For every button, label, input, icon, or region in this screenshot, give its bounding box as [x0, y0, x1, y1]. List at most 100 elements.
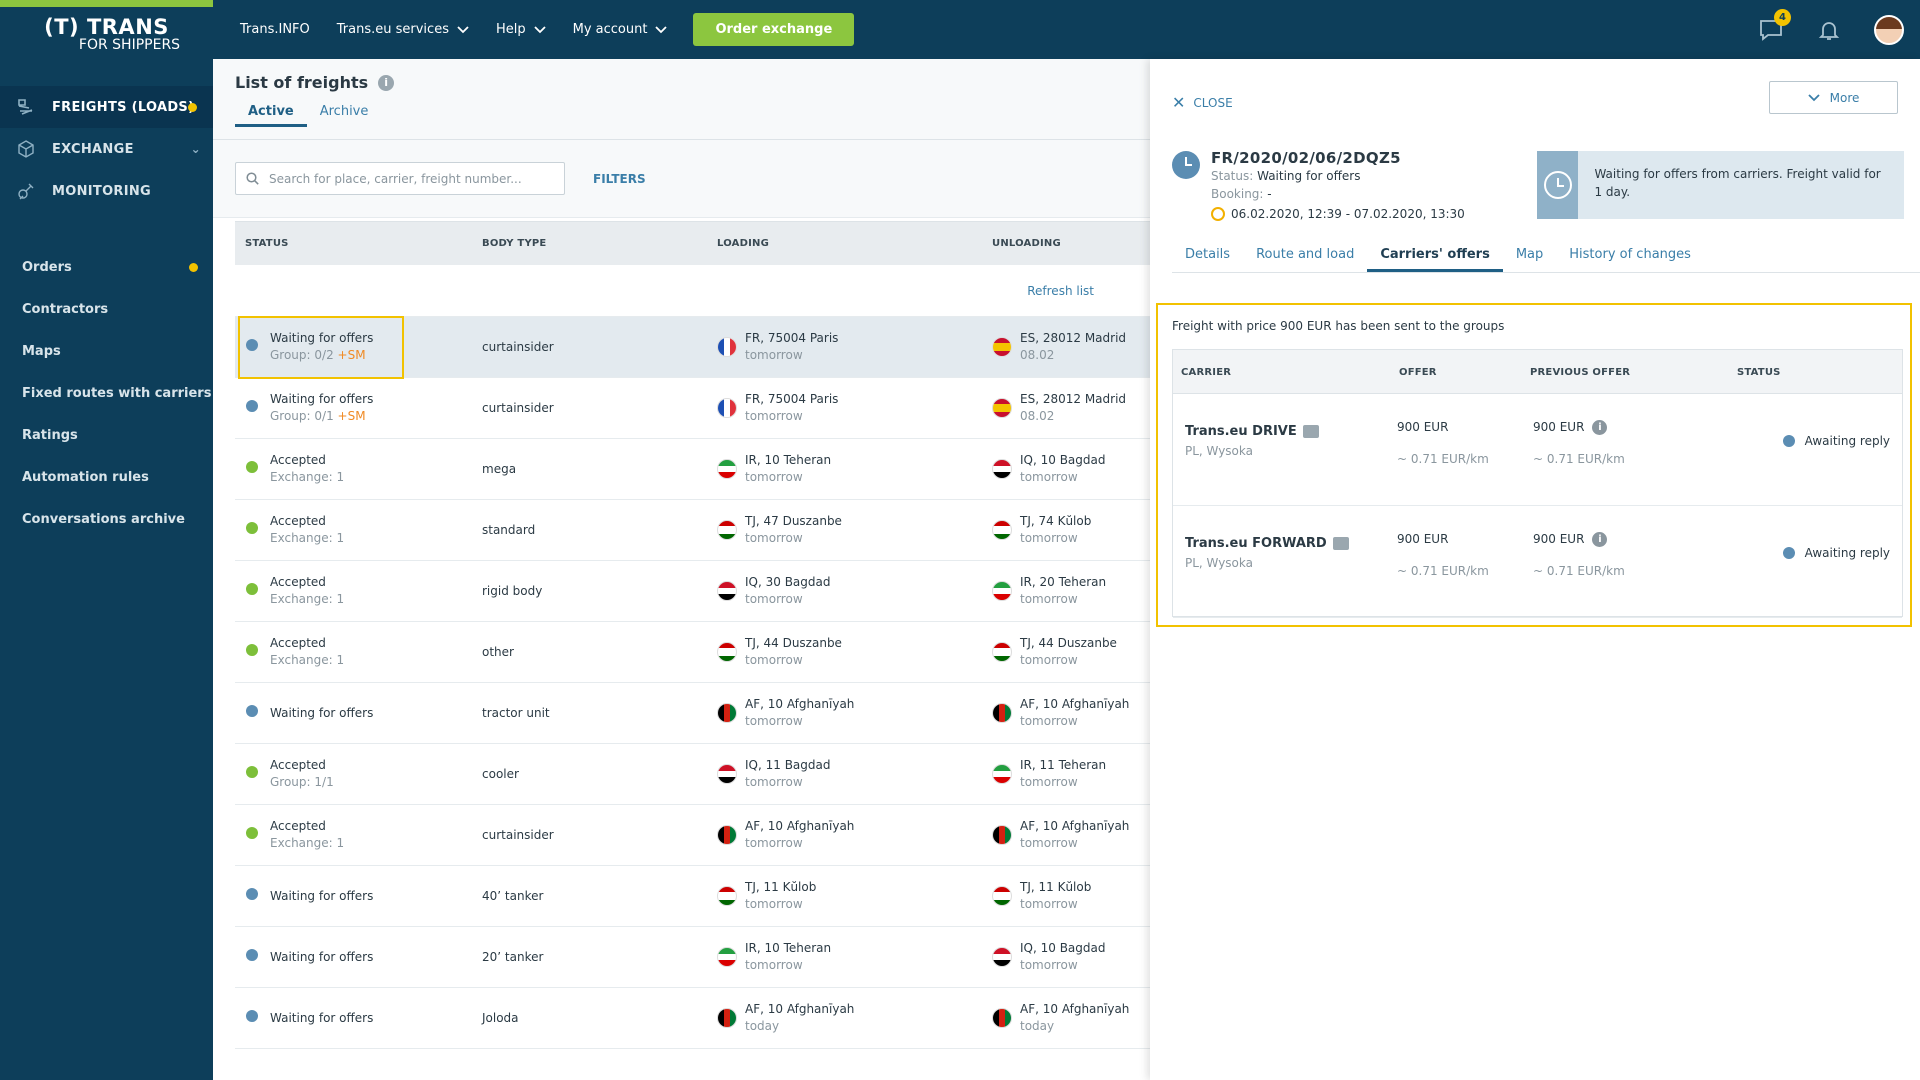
loading-date: tomorrow	[745, 653, 803, 667]
table-row[interactable]: Waiting for offers 20’ tanker IR, 10 Teh…	[235, 927, 1150, 988]
column-header-status[interactable]: STATUS	[245, 238, 289, 249]
tab-map[interactable]: Map	[1515, 247, 1544, 262]
status-sub: Exchange: 1	[270, 469, 344, 486]
clock-icon	[246, 339, 258, 351]
offer-price: 900 EUR	[1397, 532, 1449, 546]
table-row[interactable]: Accepted Exchange: 1 curtainsider AF, 10…	[235, 805, 1150, 866]
search-input[interactable]: Search for place, carrier, freight numbe…	[235, 162, 565, 195]
tab-history-of-changes[interactable]: History of changes	[1569, 247, 1691, 262]
column-header-carrier: CARRIER	[1181, 367, 1232, 378]
close-button[interactable]: ✕ CLOSE	[1172, 93, 1233, 112]
body-type-cell: curtainsider	[482, 401, 554, 415]
status-text: Waiting for offers	[270, 696, 373, 722]
refresh-list-link[interactable]: Refresh list	[1027, 283, 1094, 298]
offers-info-box: Waiting for offers from carriers. Freigh…	[1537, 151, 1904, 219]
info-icon[interactable]: i	[378, 74, 395, 91]
sidebar-item-orders[interactable]: Orders	[0, 246, 213, 288]
check-icon	[246, 644, 258, 656]
table-row[interactable]: Accepted Group: 1/1 cooler IQ, 11 Bagdad…	[235, 744, 1150, 805]
column-header-loading[interactable]: LOADING	[717, 238, 769, 249]
unloading-date: today	[1020, 1019, 1055, 1033]
filters-button[interactable]: FILTERS	[593, 171, 646, 186]
flag-ir-icon	[717, 459, 737, 479]
offer-status: Awaiting reply	[1782, 434, 1890, 448]
loading-place: FR, 75004 Paris	[745, 392, 839, 406]
table-row[interactable]: Waiting for offers tractor unit AF, 10 A…	[235, 683, 1150, 744]
table-row[interactable]: Waiting for offers Group: 0/1 +SM curtai…	[235, 378, 1150, 439]
sidebar-item-automation-rules[interactable]: Automation rules	[0, 456, 213, 498]
sm-tag[interactable]: +SM	[337, 348, 366, 362]
status-label: Waiting for offers	[270, 889, 374, 903]
top-bar: Trans.INFO Trans.eu services Help My acc…	[213, 0, 1920, 59]
column-header-unloading[interactable]: UNLOADING	[992, 238, 1061, 249]
loading-text: TJ, 44 Duszanbe tomorrow	[745, 635, 842, 669]
app-logo[interactable]: (T) TRANS FOR SHIPPERS	[0, 7, 213, 59]
offer-row[interactable]: Trans.eu FORWARD PL, Wysoka 900 EUR ~ 0.…	[1173, 506, 1902, 618]
body-type-cell: standard	[482, 523, 536, 537]
sidebar-item-exchange[interactable]: EXCHANGE ⌄	[0, 128, 213, 170]
tab-active[interactable]: Active	[235, 104, 307, 127]
avatar[interactable]	[1874, 14, 1904, 45]
flag-ir-icon	[992, 764, 1012, 784]
table-row[interactable]: Accepted Exchange: 1 other TJ, 44 Duszan…	[235, 622, 1150, 683]
info-icon[interactable]: i	[1592, 420, 1608, 435]
unloading-text: AF, 10 Afghanīyah today	[1020, 1001, 1129, 1035]
table-row[interactable]: Accepted Exchange: 1 rigid body IQ, 30 B…	[235, 561, 1150, 622]
notifications-button[interactable]	[1816, 17, 1842, 43]
nav-my-account[interactable]: My account	[573, 22, 668, 37]
refresh-row: Refresh list	[235, 265, 1150, 317]
carriers-offers-section: Freight with price 900 EUR has been sent…	[1156, 303, 1912, 627]
flag-af-icon	[717, 703, 737, 723]
body-type-cell: mega	[482, 462, 517, 476]
loading-cell: TJ, 47 Duszanbe tomorrow	[717, 513, 842, 547]
table-row[interactable]: Waiting for offers Group: 0/2 +SM curtai…	[235, 317, 1150, 378]
tab-carriers-offers[interactable]: Carriers' offers	[1367, 247, 1503, 272]
check-icon	[246, 766, 258, 778]
tab-details[interactable]: Details	[1185, 247, 1231, 262]
sm-tag[interactable]: +SM	[337, 409, 366, 423]
info-icon[interactable]: i	[1592, 532, 1608, 547]
unloading-date: tomorrow	[1020, 470, 1078, 484]
column-header-body-type[interactable]: BODY TYPE	[482, 238, 547, 249]
status-value: Waiting for offers	[1257, 169, 1361, 183]
body-type-cell: cooler	[482, 767, 519, 781]
offers-table: CARRIER OFFER PREVIOUS OFFER STATUS Tran…	[1172, 349, 1903, 618]
chat-icon[interactable]	[1332, 537, 1349, 550]
notification-dot	[188, 102, 197, 112]
sidebar-item-label: Contractors	[22, 301, 109, 317]
unloading-text: AF, 10 Afghanīyah tomorrow	[1020, 818, 1129, 852]
flag-tj-icon	[717, 886, 737, 906]
loading-cell: TJ, 44 Duszanbe tomorrow	[717, 635, 842, 669]
order-exchange-button[interactable]: Order exchange	[693, 13, 855, 46]
sidebar-item-monitoring[interactable]: MONITORING	[0, 170, 213, 212]
sidebar-sub-nav: Orders Contractors Maps Fixed routes wit…	[0, 246, 213, 540]
nav-trans-services[interactable]: Trans.eu services	[337, 22, 469, 37]
tab-route-and-load[interactable]: Route and load	[1256, 247, 1355, 262]
table-row[interactable]: Waiting for offers 40’ tanker TJ, 11 Kŭl…	[235, 866, 1150, 927]
table-row[interactable]: Accepted Exchange: 1 standard TJ, 47 Dus…	[235, 500, 1150, 561]
sidebar-item-ratings[interactable]: Ratings	[0, 414, 213, 456]
nav-help[interactable]: Help	[496, 22, 546, 37]
list-tabs: Active Archive	[235, 104, 1150, 127]
table-row[interactable]: Accepted Exchange: 1 mega IR, 10 Teheran…	[235, 439, 1150, 500]
status-text: Waiting for offers	[270, 879, 373, 905]
messages-button[interactable]: 4	[1758, 8, 1791, 43]
table-row[interactable]: Waiting for offers Joloda AF, 10 Afghanī…	[235, 988, 1150, 1049]
loading-date: tomorrow	[745, 897, 803, 911]
nav-trans-info[interactable]: Trans.INFO	[240, 22, 310, 37]
chat-icon[interactable]	[1302, 425, 1319, 438]
offer-row[interactable]: Trans.eu DRIVE PL, Wysoka 900 EUR ~ 0.71…	[1173, 394, 1902, 506]
carrier-name-text: Trans.eu DRIVE	[1185, 424, 1297, 439]
booking-value: -	[1267, 187, 1272, 201]
sidebar-item-contractors[interactable]: Contractors	[0, 288, 213, 330]
more-button[interactable]: More	[1769, 81, 1898, 114]
status-label: Accepted	[270, 514, 326, 528]
status-cell: Accepted Exchange: 1	[246, 574, 344, 608]
status-sub-text: Exchange: 1	[270, 592, 345, 606]
sidebar-item-maps[interactable]: Maps	[0, 330, 213, 372]
more-label: More	[1829, 90, 1860, 105]
sidebar-item-conversations-archive[interactable]: Conversations archive	[0, 498, 213, 540]
tab-archive[interactable]: Archive	[319, 104, 369, 119]
sidebar-item-freights[interactable]: FREIGHTS (LOADS)	[0, 86, 213, 128]
sidebar-item-fixed-routes[interactable]: Fixed routes with carriers	[0, 372, 213, 414]
